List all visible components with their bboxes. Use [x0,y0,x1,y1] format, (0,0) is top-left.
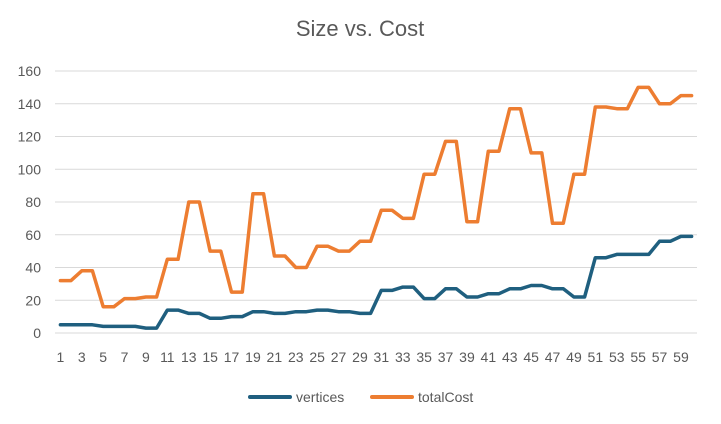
x-tick-label: 29 [352,349,368,365]
x-tick-label: 11 [160,349,175,365]
x-tick-label: 9 [142,349,150,365]
x-tick-label: 47 [545,349,561,365]
x-tick-label: 3 [78,349,86,365]
x-tick-label: 57 [652,349,668,365]
x-tick-label: 55 [630,349,646,365]
y-tick-label: 60 [25,227,41,243]
x-tick-label: 31 [374,349,390,365]
x-tick-label: 51 [588,349,604,365]
x-tick-label: 33 [395,349,411,365]
y-tick-label: 100 [18,161,42,177]
legend-label-totalCost: totalCost [418,389,473,405]
x-tick-label: 21 [267,349,283,365]
x-tick-label: 13 [181,349,197,365]
x-tick-label: 25 [309,349,325,365]
x-tick-label: 27 [331,349,347,365]
y-tick-label: 20 [25,292,41,308]
x-axis-ticks: 1 3 5 7 9 11 13 15 17 19 21 23 25 27 29 31 33 35 37 39 41 43 4… [56,349,688,365]
x-tick-label: 41 [481,349,497,365]
x-tick-label: 5 [99,349,107,365]
x-tick-label: 59 [673,349,689,365]
x-tick-label: 43 [502,349,518,365]
y-tick-label: 40 [25,260,41,276]
series-line-vertices [58,234,694,330]
chart-title: Size vs. Cost [296,16,424,41]
legend-label-vertices: vertices [296,389,344,405]
y-tick-label: 160 [18,63,42,79]
x-tick-label: 1 [56,349,64,365]
gridlines [55,70,697,334]
x-tick-label: 7 [121,349,129,365]
x-tick-label: 19 [245,349,261,365]
x-tick-label: 45 [523,349,539,365]
x-tick-label: 53 [609,349,625,365]
y-tick-label: 0 [33,325,41,341]
series-lines [58,85,694,330]
y-tick-label: 140 [18,96,42,112]
x-tick-label: 15 [202,349,218,365]
y-tick-label: 120 [18,129,42,145]
series-line-totalCost [58,85,694,309]
legend: vertices totalCost [248,389,473,405]
x-tick-label: 23 [288,349,304,365]
x-tick-label: 35 [416,349,432,365]
x-tick-label: 17 [224,349,240,365]
y-tick-label: 80 [25,194,41,210]
x-tick-label: 37 [438,349,454,365]
y-axis-ticks: 0 20 40 60 80 100 120 140 160 [18,63,42,341]
x-tick-label: 39 [459,349,475,365]
x-tick-label: 49 [566,349,582,365]
